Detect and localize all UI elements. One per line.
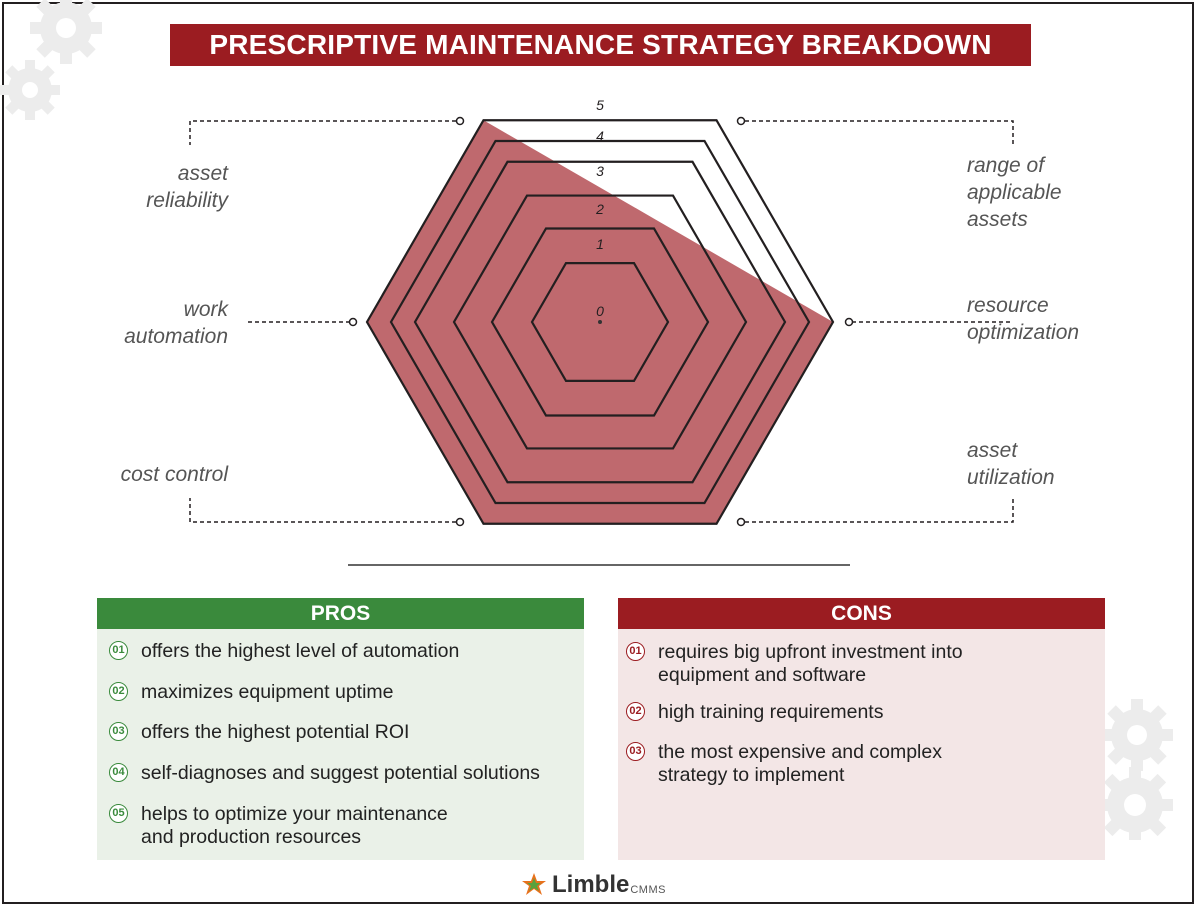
item-text: helps to optimize your maintenance and p… [141, 803, 448, 848]
page-title: PRESCRIPTIVE MAINTENANCE STRATEGY BREAKD… [170, 24, 1031, 66]
list-item: 03 offers the highest potential ROI [109, 721, 409, 744]
item-text: maximizes equipment uptime [141, 681, 394, 703]
item-text: the most expensive and complex strategy … [658, 741, 942, 786]
radar-ring-1 [490, 227, 710, 417]
gear-icon [0, 0, 102, 120]
scale-label-3: 3 [596, 163, 604, 179]
radar-ring-4 [389, 139, 811, 505]
scale-label-4: 4 [596, 128, 604, 144]
item-number: 03 [626, 742, 645, 761]
limble-logo-icon [522, 873, 546, 895]
radar-ring-3 [413, 160, 787, 484]
axis-label-cost-control: cost control [120, 463, 228, 486]
radar-chart: 0 1 2 3 4 5 [189, 97, 1014, 566]
connector-dot-cost-control [455, 517, 465, 527]
radar-ring-2 [452, 194, 748, 450]
gear-icon [1097, 699, 1173, 840]
item-number: 01 [109, 641, 128, 660]
item-number: 03 [109, 722, 128, 741]
connector-dot-work-automation [348, 317, 358, 327]
connector-dot-asset-reliability [455, 116, 465, 126]
item-number: 04 [109, 763, 128, 782]
cons-header: CONS [618, 598, 1105, 629]
radar-ring-0 [530, 262, 670, 382]
scale-label-5: 5 [596, 97, 604, 113]
connector-asset-utilization [745, 498, 1014, 523]
item-text: requires big upfront investment into equ… [658, 641, 963, 686]
axis-label-asset-reliability: asset reliability [146, 162, 228, 212]
connector-dot-asset-utilization [736, 517, 746, 527]
axis-label-range-of-applicable-assets: range of applicable assets [967, 154, 1062, 231]
item-number: 01 [626, 642, 645, 661]
radar-center-dot [598, 320, 602, 324]
connector-dot-range-of-applicable-assets [736, 116, 746, 126]
list-item: 05 helps to optimize your maintenance an… [109, 803, 448, 849]
scale-label-1: 1 [596, 236, 604, 252]
item-text: offers the highest level of automation [141, 640, 460, 662]
item-number: 02 [109, 682, 128, 701]
axis-label-asset-utilization: asset utilization [967, 439, 1055, 489]
pros-panel: PROS 01 offers the highest level of auto… [97, 598, 584, 860]
radar-ring-5 [365, 119, 835, 525]
list-item: 01 offers the highest level of automatio… [109, 640, 459, 663]
item-number: 02 [626, 702, 645, 721]
item-text: self-diagnoses and suggest potential sol… [141, 762, 540, 784]
connector-cost-control [189, 498, 456, 523]
scale-label-0: 0 [596, 303, 604, 319]
connector-dot-resource-optimization [844, 317, 854, 327]
axis-label-resource-optimization: resource optimization [967, 294, 1080, 344]
list-item: 01 requires big upfront investment into … [626, 641, 963, 687]
list-item: 04 self-diagnoses and suggest potential … [109, 762, 540, 785]
cons-panel: CONS 01 requires big upfront investment … [618, 598, 1105, 860]
pros-header: PROS [97, 598, 584, 629]
list-item: 02 high training requirements [626, 701, 883, 724]
logo-name: Limble [552, 871, 630, 898]
list-item: 03 the most expensive and complex strate… [626, 741, 942, 787]
item-number: 05 [109, 804, 128, 823]
logo-suffix: CMMS [630, 883, 666, 896]
logo: Limble CMMS [522, 870, 666, 900]
scale-label-2: 2 [595, 201, 604, 217]
item-text: high training requirements [658, 701, 884, 723]
item-text: offers the highest potential ROI [141, 721, 410, 743]
connector-range-of-applicable-assets [745, 120, 1014, 145]
axis-label-work-automation: work automation [124, 298, 228, 348]
connector-asset-reliability [189, 120, 456, 145]
list-item: 02 maximizes equipment uptime [109, 681, 394, 704]
